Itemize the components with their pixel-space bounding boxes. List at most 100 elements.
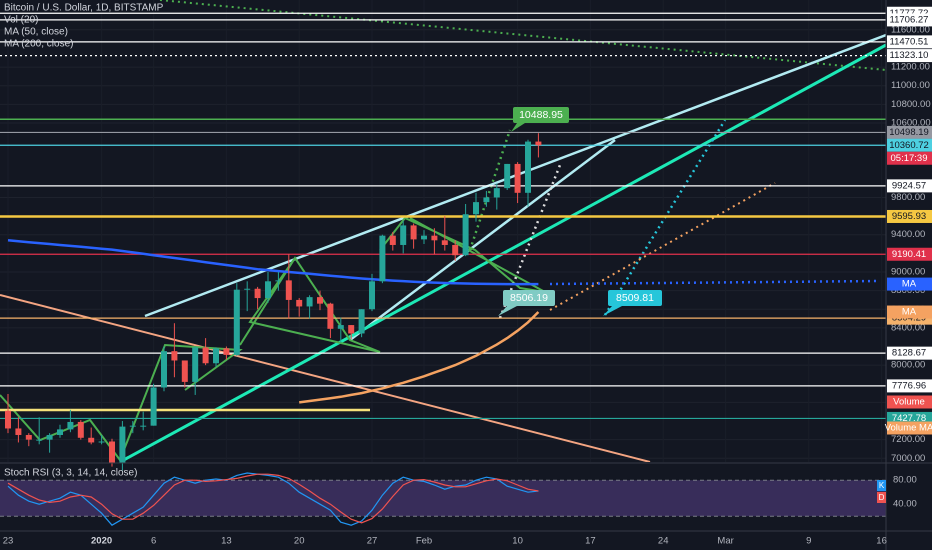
x-tick-label: Mar xyxy=(717,536,733,547)
pattern xyxy=(379,216,546,293)
level-label: 10360.72 xyxy=(889,140,929,151)
y-tick-label: 10600.00 xyxy=(891,117,931,128)
callout xyxy=(608,290,662,306)
candle-body xyxy=(36,439,43,441)
callout-text: 10488.95 xyxy=(519,109,563,121)
candle-body xyxy=(275,280,282,282)
y-tick-label: 7200.00 xyxy=(891,434,925,445)
candle-body xyxy=(119,426,126,463)
candle-body xyxy=(171,351,178,361)
volume-tag: Volume xyxy=(893,397,925,408)
level-label: 9924.57 xyxy=(892,180,926,191)
y-tick-label: 8800.00 xyxy=(891,285,925,296)
candle-body xyxy=(410,225,417,240)
level-label: 7427.78 xyxy=(892,413,926,424)
level-label-box xyxy=(887,247,932,261)
x-tick-label: 27 xyxy=(367,536,378,547)
candle-body xyxy=(161,351,167,388)
candle-body xyxy=(525,141,531,193)
level-label: 7776.96 xyxy=(892,380,926,391)
candle-body xyxy=(213,348,219,364)
candle-body xyxy=(535,141,542,146)
candle-body xyxy=(192,347,199,382)
x-tick-label: 2020 xyxy=(91,536,112,547)
level-label-box xyxy=(887,13,932,27)
level-label-box xyxy=(887,125,932,139)
level-label: 10498.19 xyxy=(889,127,929,138)
stoch-line xyxy=(7,472,539,526)
y-tick-label: 10800.00 xyxy=(891,99,931,110)
callout-pointer xyxy=(498,306,517,316)
y-tick-label: 11000.00 xyxy=(891,80,930,91)
candle-body xyxy=(462,214,469,256)
candle-body xyxy=(421,235,427,240)
candle-body xyxy=(5,410,11,429)
level-label-box xyxy=(887,35,932,49)
candle-body xyxy=(504,163,511,189)
candle-body xyxy=(202,347,209,364)
candle-body xyxy=(140,425,147,427)
candle-body xyxy=(431,235,438,241)
trend-line xyxy=(0,294,651,462)
channel-line xyxy=(349,139,616,341)
ma-line xyxy=(299,311,540,404)
candle-body xyxy=(514,163,521,193)
stoch-line xyxy=(7,473,539,524)
ma-extension xyxy=(549,279,881,286)
x-tick-label: 20 xyxy=(294,536,305,547)
callout-pointer xyxy=(603,306,622,316)
y-tick-label: 80.00 xyxy=(893,475,917,486)
candle-body xyxy=(265,281,271,299)
candle-body xyxy=(379,235,386,282)
x-tick-label: 13 xyxy=(221,536,232,547)
candle-body xyxy=(223,348,230,355)
x-tick-label: Feb xyxy=(416,536,432,547)
level-label-box xyxy=(887,346,932,360)
candle-body xyxy=(358,309,365,334)
candle-body xyxy=(244,288,251,290)
callout-text: 8506.19 xyxy=(510,292,548,304)
level-label-box xyxy=(887,49,932,63)
candle-body xyxy=(15,428,22,435)
indicator-label: Stoch RSI (3, 3, 14, 14, close) xyxy=(4,468,137,479)
series-tag-box xyxy=(887,305,932,319)
level-label-box xyxy=(887,209,932,223)
candle-body xyxy=(483,197,490,203)
y-tick-label: 11200.00 xyxy=(891,62,930,73)
volume-tag: Volume MA xyxy=(885,423,932,434)
y-tick-label: 9400.00 xyxy=(891,229,925,240)
candle-body xyxy=(452,244,459,256)
indicator-label: MA (50, close) xyxy=(4,27,68,38)
y-tick-label: 8400.00 xyxy=(891,322,925,333)
candle-body xyxy=(473,202,479,215)
series-tag-box xyxy=(877,480,886,491)
y-tick-label: 7000.00 xyxy=(891,453,925,464)
candle-body xyxy=(129,425,136,427)
callout xyxy=(503,290,555,306)
candle-body xyxy=(441,240,448,245)
y-tick-label: 9000.00 xyxy=(891,266,925,277)
volume-tag-box xyxy=(887,421,932,435)
callout xyxy=(513,107,569,123)
x-tick-label: 23 xyxy=(3,536,14,547)
series-tag-box xyxy=(877,492,886,503)
candle-body xyxy=(233,289,240,355)
series-tag: MA xyxy=(902,307,917,318)
candle-body xyxy=(369,281,375,310)
candle-body xyxy=(254,288,261,299)
series-tag: MA xyxy=(902,279,917,290)
candle-body xyxy=(25,434,32,440)
level-label: 11777.72 xyxy=(890,8,929,19)
level-label-box xyxy=(887,179,932,193)
y-tick-label: 40.00 xyxy=(893,499,917,510)
countdown: 05:17:39 xyxy=(891,153,928,164)
indicator-label: Vol (20) xyxy=(4,15,38,26)
candle-body xyxy=(98,441,105,443)
level-label: 9595.93 xyxy=(892,211,926,222)
level-label: 11323.10 xyxy=(890,50,929,61)
volume-tag-box xyxy=(887,395,932,409)
x-tick-label: 16 xyxy=(876,536,887,547)
level-label: 8128.67 xyxy=(892,348,926,359)
candle-body xyxy=(296,299,303,307)
